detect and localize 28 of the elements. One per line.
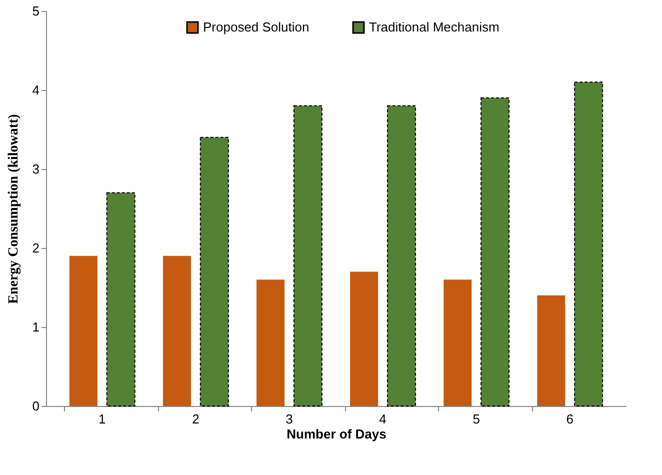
bar (106, 192, 136, 406)
bar (256, 280, 285, 406)
x-tick-label: 5 (472, 412, 480, 426)
x-tick-label: 3 (286, 412, 293, 426)
y-tick-label: 3 (32, 162, 40, 176)
x-tick-label: 2 (192, 412, 200, 426)
y-tick-label: 0 (32, 398, 40, 414)
legend-label: Proposed Solution (203, 20, 310, 35)
bar (537, 295, 566, 406)
x-tick-label: 4 (379, 412, 386, 426)
bar (386, 105, 416, 406)
bar (293, 105, 322, 406)
y-tick-label: 1 (32, 320, 40, 334)
bar (574, 82, 604, 406)
bar (480, 97, 510, 406)
y-axis-title: Energy Consumption (kilowatt) (6, 114, 22, 304)
bar (200, 136, 229, 406)
y-tick-label: 4 (32, 82, 40, 98)
bar (350, 272, 378, 406)
y-tick-label: 5 (32, 4, 40, 18)
x-tick-label: 6 (566, 412, 574, 426)
bar (162, 256, 191, 406)
x-axis-title: Number of Days (286, 426, 386, 442)
x-tick-label: 1 (98, 412, 106, 426)
y-tick-label: 2 (32, 240, 40, 256)
bar (444, 280, 472, 406)
legend-label: Traditional Mechanism (369, 20, 500, 35)
bar (69, 256, 98, 406)
